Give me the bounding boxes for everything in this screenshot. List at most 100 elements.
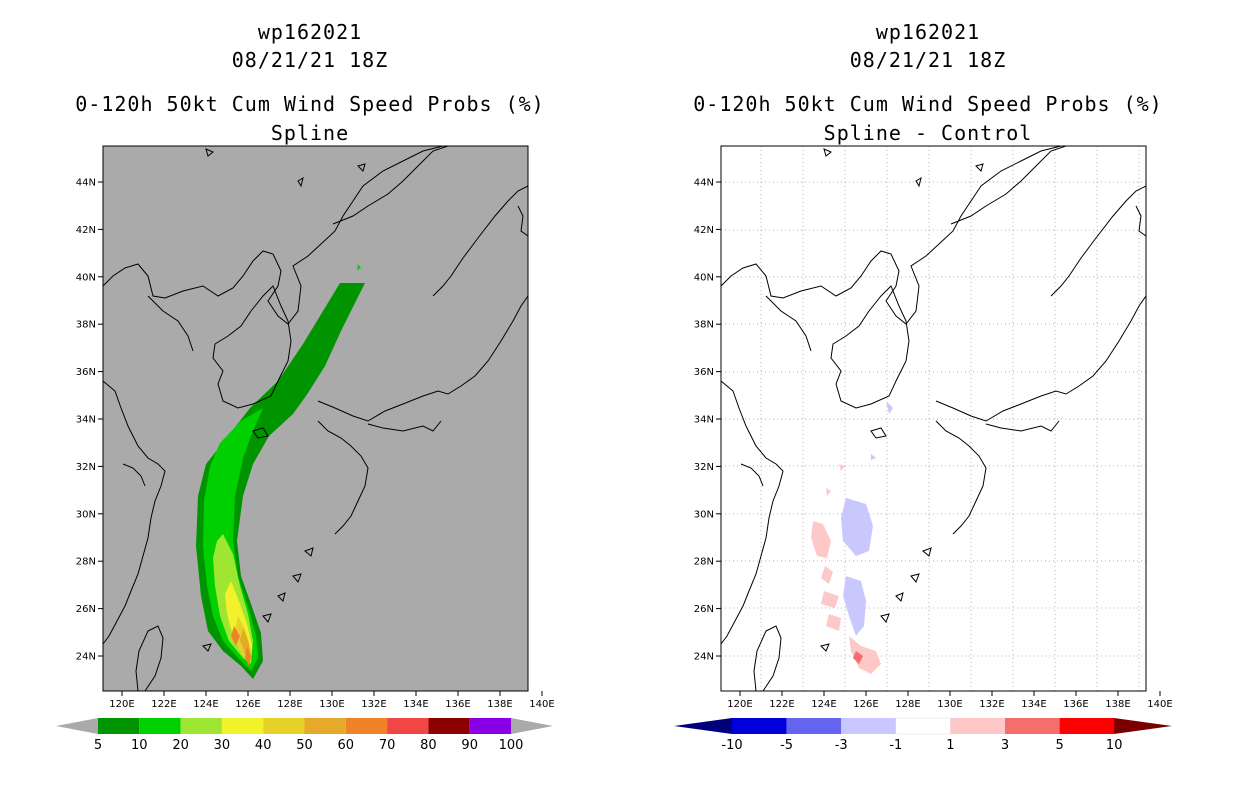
lon-tick-label: 124E (811, 699, 836, 710)
lat-tick-label: 34N (76, 415, 96, 426)
positive-diff-area-2 (821, 566, 833, 584)
lon-tick-label: 136E (445, 699, 470, 710)
left-colorbar-box (263, 718, 305, 734)
positive-diff-area-4 (826, 614, 841, 631)
lat-tick-label: 30N (694, 509, 714, 520)
left-colorbar-label: 5 (94, 738, 102, 753)
negative-diff-area-2 (843, 576, 866, 636)
lon-tick-label: 124E (193, 699, 218, 710)
left-colorbar-boxes (98, 718, 511, 734)
swath-60-70-b (231, 626, 240, 646)
lat-tick-label: 32N (76, 462, 96, 473)
right-colorbar-box (895, 717, 951, 735)
lat-tick-label: 24N (694, 652, 714, 663)
right-colorbar-low-arrow (674, 718, 732, 734)
left-storm-id: wp162021 (257, 20, 363, 44)
left-colorbar-box (345, 718, 388, 734)
lat-tick-label: 36N (76, 367, 96, 378)
positive-diff-area-3 (821, 591, 839, 608)
lat-tick-label: 24N (76, 652, 96, 663)
left-product-title: 0-120h 50kt Cum Wind Speed Probs (%) (75, 92, 545, 116)
left-colorbar-label: 60 (338, 738, 355, 753)
left-colorbar-high-arrow (511, 718, 553, 734)
lat-tick-label: 38N (694, 320, 714, 331)
lon-tick-label: 128E (895, 699, 920, 710)
lon-tick-label: 138E (1105, 699, 1130, 710)
left-colorbar-box (139, 718, 181, 734)
left-colorbar-label: 10 (131, 738, 148, 753)
lat-tick-label: 42N (76, 225, 96, 236)
coastlines (720, 145, 1147, 692)
right-colorbar-label: -10 (721, 738, 742, 753)
lon-tick-label: 134E (1021, 699, 1046, 710)
lon-tick-label: 130E (937, 699, 962, 710)
lon-tick-label: 126E (853, 699, 878, 710)
left-colorbar-label: 40 (255, 738, 272, 753)
right-difference-map: 24N 26N 28N 30N 32N 34N 36N 38N 40N 42N 44N 120E 122… (694, 145, 1173, 710)
lon-tick-label: 132E (979, 699, 1004, 710)
negative-diff-area-4 (871, 454, 876, 460)
left-colorbar-label: 20 (172, 738, 189, 753)
negative-diff-area-3 (886, 401, 893, 414)
swath-isolated-cell (357, 264, 361, 270)
lat-tick-label: 30N (76, 509, 96, 520)
right-colorbar-labels: -10 -5 -3 -1 1 3 5 10 (721, 738, 1122, 753)
left-colorbar-box (387, 718, 429, 734)
right-colorbar-box (732, 718, 787, 734)
right-colorbar-box (950, 718, 1005, 734)
positive-diff-area-1 (811, 521, 831, 558)
lat-tick-label: 44N (694, 178, 714, 189)
lat-tick-label: 40N (694, 272, 714, 283)
coastlines (102, 145, 529, 692)
positive-diff-core (853, 651, 863, 664)
left-colorbar-label: 50 (296, 738, 313, 753)
right-colorbar-label: 10 (1106, 738, 1123, 753)
right-colorbar-label: -3 (835, 738, 848, 753)
lon-tick-label: 128E (277, 699, 302, 710)
lon-tick-label: 136E (1063, 699, 1088, 710)
lon-tick-label: 126E (235, 699, 260, 710)
left-axis-ticks: 24N 26N 28N 30N 32N 34N 36N 38N 40N 42N 44N 120E 122… (76, 178, 555, 711)
lon-tick-label: 140E (1147, 699, 1172, 710)
right-colorbar-boxes (732, 717, 1115, 735)
left-colorbar-label: 90 (461, 738, 478, 753)
left-map-background (103, 146, 528, 691)
left-datetime: 08/21/21 18Z (231, 48, 389, 72)
right-datetime: 08/21/21 18Z (849, 48, 1007, 72)
lat-tick-label: 36N (694, 367, 714, 378)
left-colorbar-box (180, 718, 222, 734)
right-colorbar-label: 3 (1001, 738, 1009, 753)
lat-tick-label: 40N (76, 272, 96, 283)
right-colorbar-label: 1 (946, 738, 954, 753)
probability-swath (196, 264, 365, 679)
lat-tick-label: 44N (76, 178, 96, 189)
right-colorbar-label: -5 (780, 738, 793, 753)
lat-tick-label: 34N (694, 415, 714, 426)
lon-tick-label: 140E (529, 699, 554, 710)
right-colorbar-box (841, 718, 896, 734)
left-colorbar-label: 80 (420, 738, 437, 753)
lat-tick-label: 42N (694, 225, 714, 236)
lat-tick-label: 38N (76, 320, 96, 331)
lon-tick-label: 122E (151, 699, 176, 710)
negative-diff-area-1 (841, 498, 873, 556)
positive-diff-area-5 (849, 636, 881, 674)
left-colorbar-labels: 5 10 20 30 40 50 60 70 80 90 100 (94, 738, 524, 753)
difference-field (811, 401, 893, 674)
left-probability-map: 24N 26N 28N 30N 32N 34N 36N 38N 40N 42N 44N 120E 122… (76, 145, 555, 710)
left-colorbar-low-arrow (56, 718, 98, 734)
swath-10-20 (203, 408, 263, 671)
swath-60-70 (245, 646, 251, 666)
right-colorbar-label: -1 (889, 738, 902, 753)
right-colorbar: -10 -5 -3 -1 1 3 5 10 (674, 717, 1172, 753)
positive-diff-area-6 (826, 488, 831, 496)
right-colorbar-high-arrow (1114, 718, 1172, 734)
right-axis-ticks: 24N 26N 28N 30N 32N 34N 36N 38N 40N 42N 44N 120E 122… (694, 178, 1173, 711)
lon-tick-label: 138E (487, 699, 512, 710)
left-colorbar-box (221, 718, 264, 734)
lat-tick-label: 28N (76, 557, 96, 568)
left-colorbar: 5 10 20 30 40 50 60 70 80 90 100 (56, 718, 553, 753)
left-method-title: Spline (270, 121, 350, 145)
lat-tick-label: 32N (694, 462, 714, 473)
lon-tick-label: 132E (361, 699, 386, 710)
